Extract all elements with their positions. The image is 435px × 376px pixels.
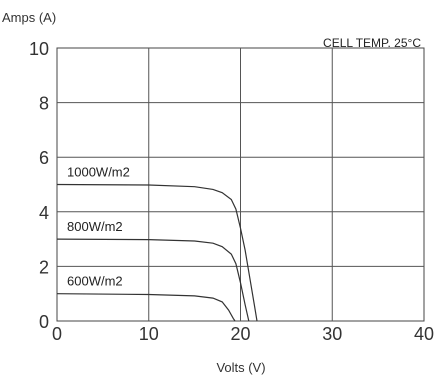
x-tick-label: 30 [322, 324, 342, 344]
y-tick-label: 8 [39, 94, 49, 114]
y-tick-label: 6 [39, 148, 49, 168]
x-tick-label: 20 [230, 324, 250, 344]
series-line-600w-m2 [56, 293, 236, 322]
tick-labels: 0 10 20 30 40 0 2 4 6 8 10 [29, 39, 434, 344]
x-tick-label: 0 [52, 324, 62, 344]
x-tick-label: 40 [414, 324, 434, 344]
y-tick-label: 10 [29, 39, 49, 59]
series-lines [56, 183, 258, 322]
y-axis-label: Amps (A) [2, 10, 56, 25]
grid-lines [56, 47, 425, 322]
y-tick-label: 4 [39, 203, 49, 223]
series-labels: 1000W/m2 800W/m2 600W/m2 [67, 165, 130, 289]
series-label: 600W/m2 [67, 274, 123, 289]
series-line-1000w-m2 [56, 183, 258, 322]
y-tick-label: 0 [39, 312, 49, 332]
series-label: 800W/m2 [67, 219, 123, 234]
cell-temp-annotation: CELL TEMP. 25°C [323, 36, 421, 50]
x-tick-label: 10 [139, 324, 159, 344]
series-label: 1000W/m2 [67, 165, 130, 180]
series-line-800w-m2 [56, 238, 250, 322]
y-tick-label: 2 [39, 257, 49, 277]
x-axis-label: Volts (V) [216, 360, 265, 375]
